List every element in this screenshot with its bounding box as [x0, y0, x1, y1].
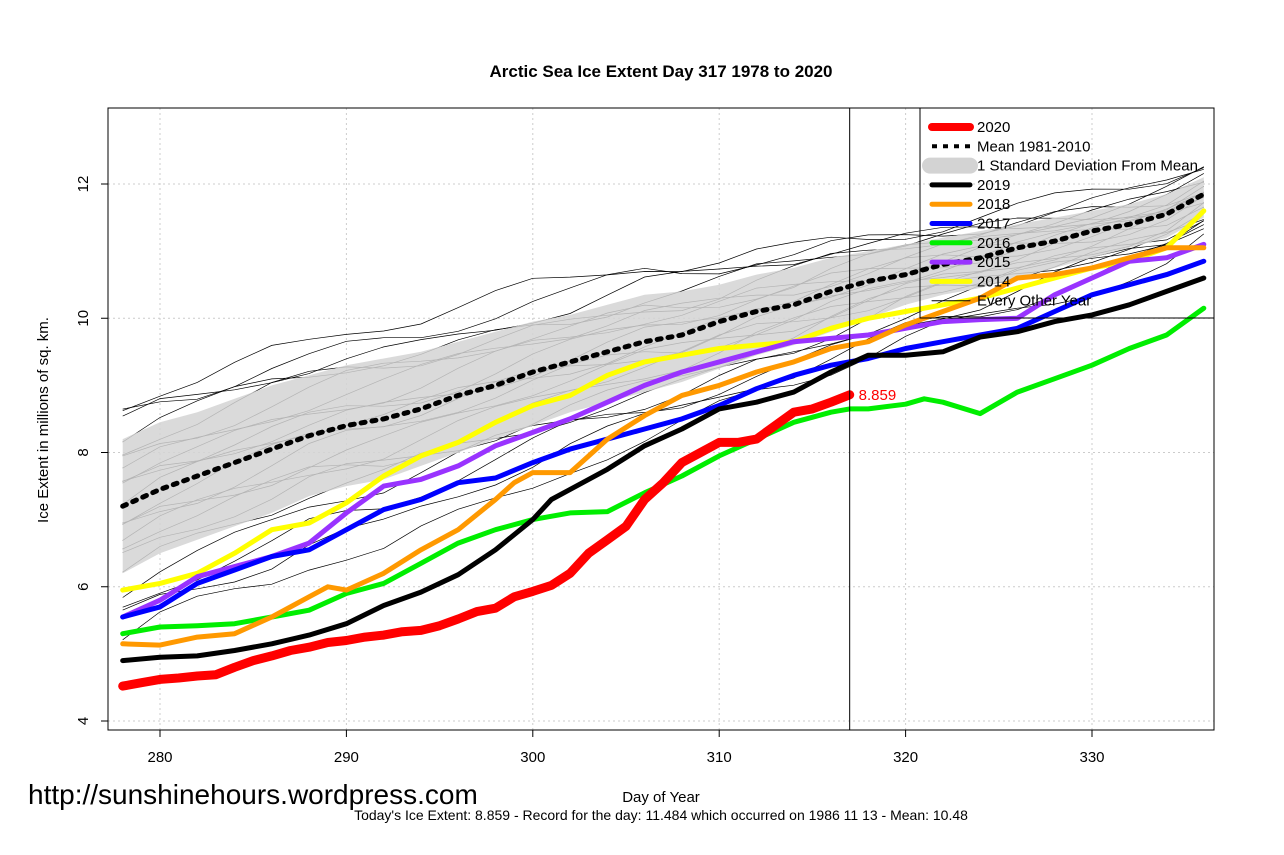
legend-label: 2019: [977, 177, 1010, 194]
std-band-layer: [122, 177, 1204, 574]
legend-label: Mean 1981-2010: [977, 138, 1090, 155]
y-tick-label: 10: [75, 310, 92, 327]
y-tick-label: 4: [75, 717, 92, 725]
x-axis-label: Day of Year: [622, 789, 700, 806]
legend-label: 2014: [977, 273, 1010, 290]
x-axis: 280 290 300 310 320 330: [147, 730, 1105, 766]
legend-label: 2016: [977, 235, 1010, 252]
legend-label: 2015: [977, 254, 1010, 271]
series-line-2019: [120, 275, 1207, 664]
x-tick-label: 310: [707, 749, 732, 766]
x-tick-label: 320: [893, 749, 918, 766]
series-line-2020: [118, 390, 855, 691]
watermark-url: http://sunshinehours.wordpress.com: [28, 779, 478, 810]
x-tick-label: 290: [334, 749, 359, 766]
y-tick-label: 12: [75, 176, 92, 193]
mean-line-layer: [120, 191, 1207, 509]
y-axis-label: Ice Extent in millions of sq. km.: [35, 317, 52, 523]
series-layer: [118, 208, 1207, 691]
plot-border: [107, 107, 1215, 731]
legend-box: [919, 107, 1215, 319]
series-line-2018: [120, 245, 1207, 648]
legend-label: 2020: [977, 119, 1010, 136]
annotation-layer: 8.859: [859, 387, 897, 404]
x-tick-label: 330: [1079, 749, 1104, 766]
legend-label: 1 Standard Deviation From Mean: [977, 158, 1198, 175]
current-value-label: 8.859: [859, 387, 897, 404]
mean-line: [120, 191, 1207, 509]
x-tick-label: 300: [520, 749, 545, 766]
legend-label: 2017: [977, 216, 1010, 233]
x-tick-label: 280: [147, 749, 172, 766]
y-tick-label: 6: [75, 583, 92, 591]
y-tick-label: 8: [75, 448, 92, 456]
chart-title: Arctic Sea Ice Extent Day 317 1978 to 20…: [489, 62, 832, 81]
legend-label: 2018: [977, 196, 1010, 213]
caption: Today's Ice Extent: 8.859 - Record for t…: [354, 807, 968, 823]
other-year-line: [122, 167, 1204, 412]
y-axis: 4 6 8 10 12: [75, 176, 108, 725]
series-line-2016: [120, 305, 1207, 637]
std-deviation-band: [122, 177, 1204, 574]
series-line-2014: [120, 208, 1207, 593]
legend: 2020 Mean 1981-2010 1 Standard Deviation F…: [919, 107, 1215, 319]
series-line-2017: [120, 258, 1207, 620]
legend-label: Every Other Year: [977, 293, 1091, 310]
